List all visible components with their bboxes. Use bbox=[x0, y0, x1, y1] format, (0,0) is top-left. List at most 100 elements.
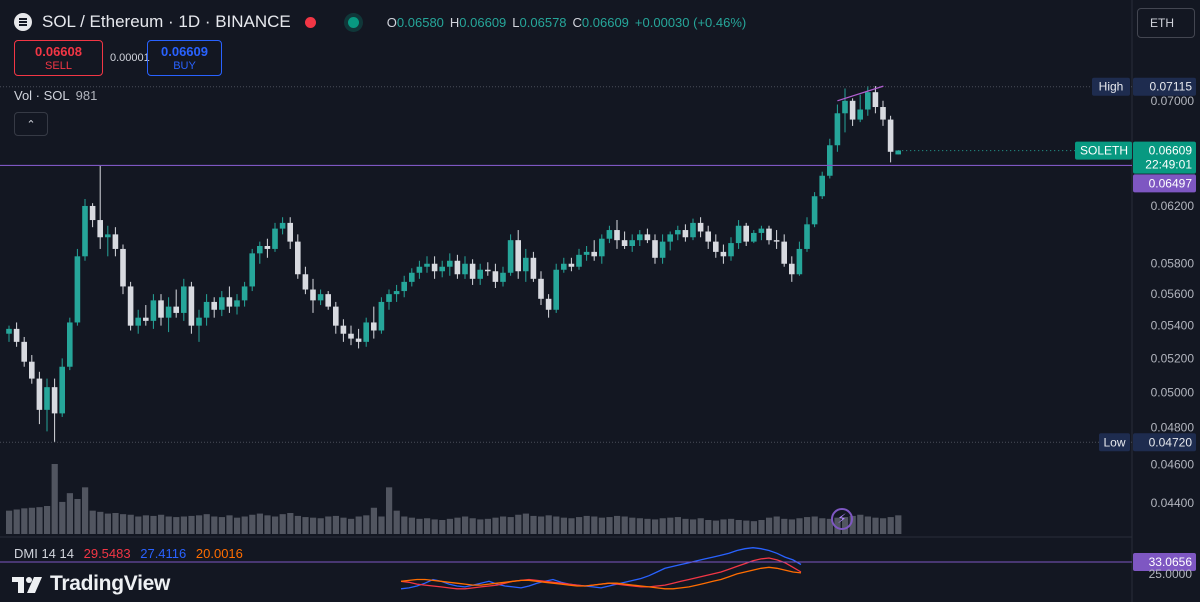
volume-bar bbox=[538, 516, 545, 534]
volume-bar bbox=[720, 519, 727, 534]
candle-up bbox=[74, 256, 81, 323]
volume-bar bbox=[766, 517, 773, 534]
volume-bar bbox=[781, 518, 788, 534]
candle-up bbox=[203, 301, 210, 318]
candle-up bbox=[583, 251, 590, 255]
candle-down bbox=[264, 246, 271, 249]
tradingview-logo[interactable]: TradingView bbox=[12, 572, 170, 596]
sell-button[interactable]: 0.06608 SELL bbox=[14, 40, 103, 76]
candle-up bbox=[6, 328, 12, 334]
volume-bar bbox=[135, 516, 142, 534]
volume-bar bbox=[287, 513, 294, 534]
volume-bar bbox=[446, 518, 453, 534]
candle-up bbox=[629, 240, 635, 247]
bolt-glyph: ⚡ bbox=[837, 511, 847, 526]
dmi-pane bbox=[0, 547, 1132, 590]
volume-bar bbox=[302, 517, 309, 534]
volume-bar bbox=[849, 515, 856, 534]
open-value: 0.06580 bbox=[396, 14, 444, 30]
volume-bar bbox=[249, 514, 256, 534]
low-tag-value-bg bbox=[1133, 433, 1196, 452]
candle-up bbox=[834, 113, 841, 146]
candle-down bbox=[568, 263, 575, 267]
candle-up bbox=[477, 269, 483, 279]
candle-down bbox=[211, 301, 217, 310]
candle-up bbox=[842, 100, 848, 114]
candle-up bbox=[378, 301, 385, 331]
dmi-name: DMI 14 14 bbox=[14, 546, 74, 561]
volume-bar bbox=[606, 517, 613, 534]
candle-down bbox=[97, 220, 103, 238]
candle-up bbox=[637, 234, 643, 241]
candle-down bbox=[454, 260, 461, 275]
last-price-label: SOLETH bbox=[1080, 144, 1128, 158]
low-label: L bbox=[512, 14, 520, 30]
closed-market-dot-icon bbox=[304, 16, 316, 28]
dmi-legend[interactable]: DMI 14 14 29.5483 27.4116 20.0016 bbox=[14, 546, 249, 561]
candle-down bbox=[51, 387, 58, 414]
symbol-title[interactable]: SOL / Ethereum · 1D · BINANCE bbox=[42, 12, 291, 31]
currency-selector[interactable]: ETH bbox=[1137, 8, 1195, 38]
candle-up bbox=[462, 263, 468, 275]
candle-up bbox=[196, 317, 202, 326]
buy-button[interactable]: 0.06609 BUY bbox=[147, 40, 222, 76]
dmi-axis-tick: 25.0000 bbox=[1149, 567, 1193, 581]
volume-bar bbox=[150, 515, 157, 534]
candle-up bbox=[249, 253, 255, 287]
candle-up bbox=[317, 294, 324, 301]
volume-bar bbox=[272, 516, 279, 534]
high-tag-value: 0.07115 bbox=[1150, 80, 1193, 94]
volume-bar bbox=[743, 520, 750, 534]
high-label: H bbox=[449, 14, 460, 30]
low-tag-label: Low bbox=[1103, 435, 1125, 449]
candle-up bbox=[758, 228, 765, 233]
candle-up bbox=[827, 145, 833, 176]
dmi-adx-line bbox=[400, 566, 802, 590]
candle-up bbox=[857, 109, 863, 120]
volume-bar bbox=[66, 493, 73, 534]
candle-down bbox=[849, 100, 856, 120]
candle-down bbox=[485, 269, 491, 272]
volume-bar bbox=[484, 518, 491, 534]
collapse-legend-button[interactable]: ⌃ bbox=[14, 112, 48, 136]
volume-bar bbox=[469, 518, 476, 534]
volume-bar bbox=[644, 518, 651, 534]
candle-up bbox=[401, 281, 407, 292]
tradingview-mark-icon bbox=[12, 577, 42, 593]
volume-bar bbox=[530, 515, 537, 534]
candle-down bbox=[325, 294, 331, 307]
candle-up bbox=[895, 150, 901, 155]
candle-down bbox=[355, 338, 362, 342]
volume-bar bbox=[325, 516, 332, 534]
candle-down bbox=[682, 230, 689, 238]
volume-bar bbox=[180, 516, 187, 534]
volume-legend[interactable]: Vol · SOL 981 bbox=[14, 88, 97, 103]
ohlc-readout: O0.06580 H0.06609 L0.06578 C0.06609 +0.00030… bbox=[387, 15, 752, 30]
candle-down bbox=[295, 241, 301, 275]
volume-bar bbox=[188, 515, 195, 534]
candle-down bbox=[310, 289, 316, 301]
candle-up bbox=[165, 306, 172, 318]
candle-up bbox=[393, 291, 400, 295]
volume-bar bbox=[158, 514, 165, 534]
high-tag: High 0.07115 bbox=[1092, 77, 1196, 96]
candle-down bbox=[614, 230, 620, 241]
volume-bar bbox=[553, 516, 560, 534]
volume-bar bbox=[211, 516, 218, 534]
price-tick-label: 0.05800 bbox=[1151, 257, 1195, 271]
dmi-axis-value: 33.0656 bbox=[1149, 555, 1193, 569]
lightning-icon[interactable]: ⚡ bbox=[831, 508, 853, 530]
volume-bar bbox=[104, 513, 111, 534]
price-tick-label: 0.07000 bbox=[1151, 94, 1195, 108]
candle-down bbox=[188, 286, 195, 326]
candle-up bbox=[181, 286, 187, 313]
candle-down bbox=[743, 225, 749, 242]
volume-bar bbox=[317, 518, 324, 534]
price-tick-label: 0.06200 bbox=[1151, 199, 1195, 213]
candle-down bbox=[36, 378, 43, 410]
symbol-logo-icon bbox=[14, 13, 32, 31]
volume-bar bbox=[401, 516, 408, 534]
volume-bar bbox=[568, 518, 575, 534]
